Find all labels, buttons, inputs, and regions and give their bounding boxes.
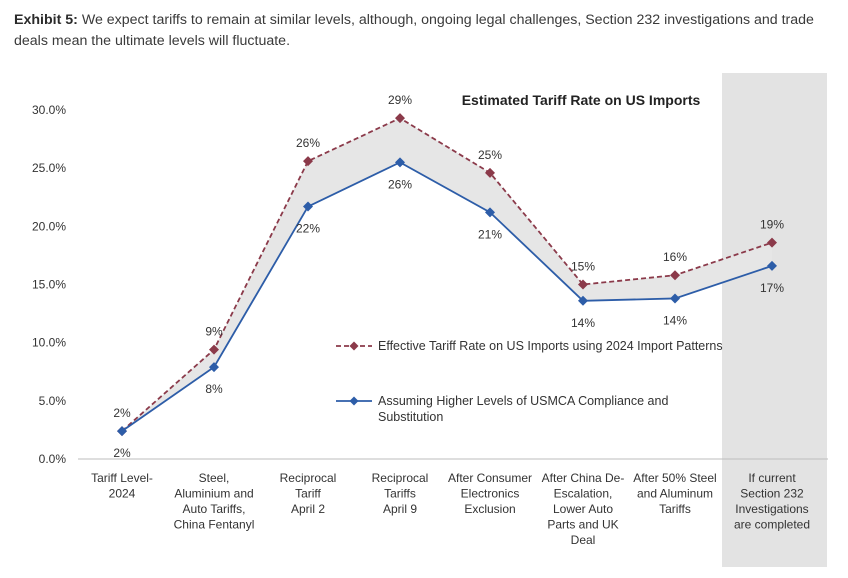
legend-entry: Assuming Higher Levels of USMCA Complian… [378, 394, 668, 424]
data-label: 14% [571, 316, 595, 330]
exhibit-caption: Exhibit 5: We expect tariffs to remain a… [14, 10, 834, 52]
data-label: 29% [388, 93, 412, 107]
y-tick-label: 25.0% [32, 161, 66, 175]
series-point [395, 113, 405, 124]
y-tick-label: 20.0% [32, 219, 66, 233]
data-label: 19% [760, 218, 784, 232]
y-tick-label: 0.0% [39, 452, 67, 466]
data-label: 22% [296, 222, 320, 236]
series-point [670, 293, 680, 304]
data-label: 26% [388, 177, 412, 191]
highlight-column [722, 73, 827, 567]
legend-marker [349, 341, 359, 351]
data-label: 25% [478, 148, 502, 162]
series-point [303, 201, 313, 212]
exhibit-text: We expect tariffs to remain at similar l… [14, 12, 814, 49]
data-label: 15% [571, 260, 595, 274]
series-point [117, 426, 127, 437]
data-label: 2% [113, 406, 131, 420]
data-label: 14% [663, 313, 687, 327]
series-point [767, 237, 777, 248]
series-point [395, 157, 405, 168]
legend-marker [349, 396, 359, 406]
data-label: 16% [663, 250, 687, 264]
series-point [578, 279, 588, 290]
category-label: Reciprocal Tariff April 2 [280, 471, 337, 516]
exhibit-label: Exhibit 5: [14, 12, 78, 28]
series-point [670, 270, 680, 281]
data-label: 17% [760, 281, 784, 295]
series-point [303, 156, 313, 167]
series-point [767, 260, 777, 271]
series-point [209, 362, 219, 373]
category-label: Tariff Level-2024 [91, 471, 153, 501]
data-label: 21% [478, 227, 502, 241]
series-line-effective-rate [121, 117, 773, 432]
series-point [578, 295, 588, 306]
y-tick-label: 15.0% [32, 278, 66, 292]
y-tick-label: 30.0% [32, 103, 66, 117]
y-tick-label: 5.0% [39, 394, 67, 408]
series-line-usmca [121, 161, 773, 432]
category-label: After Consumer Electronics Exclusion [448, 471, 532, 516]
data-label: 2% [113, 446, 131, 460]
legend-entry: Effective Tariff Rate on US Imports usin… [378, 339, 723, 353]
category-label: Reciprocal Tariffs April 9 [372, 471, 429, 516]
data-label: 9% [205, 325, 223, 339]
data-label: 8% [205, 382, 223, 396]
series-point [485, 167, 495, 178]
category-label: If current Section 232 Investigations are c… [734, 471, 810, 532]
category-label: After 50% Steel and Aluminum Tariffs [633, 471, 716, 516]
data-label: 26% [296, 136, 320, 150]
category-label: Steel, Aluminium and Auto Tariffs, China Fe… [174, 471, 255, 532]
chart-title: Estimated Tariff Rate on US Imports [462, 92, 701, 108]
difference-band [122, 118, 772, 432]
series-point [209, 344, 219, 355]
series-point [485, 207, 495, 218]
y-tick-label: 10.0% [32, 336, 66, 350]
category-label: After China De-Escalation, Lower Auto Part… [542, 471, 625, 547]
